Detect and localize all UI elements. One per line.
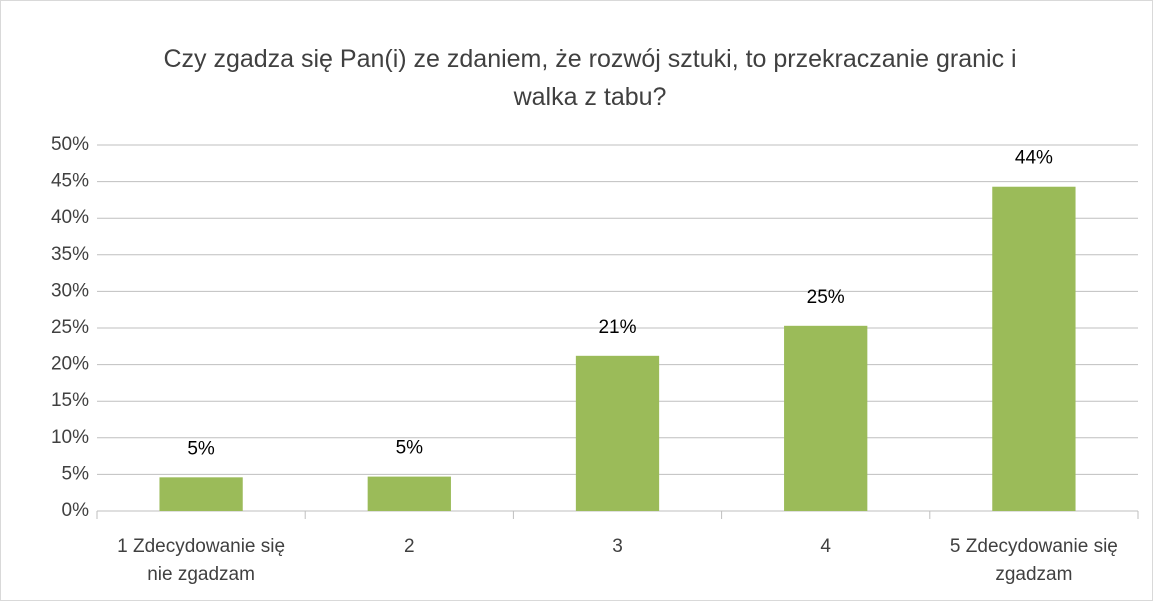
x-tick-label: 2	[404, 536, 415, 557]
data-label: 5%	[396, 438, 424, 459]
x-tick-label: 3	[612, 536, 623, 557]
y-tick-label: 40%	[51, 207, 89, 228]
bar	[992, 186, 1076, 511]
chart-title: Czy zgadza się Pan(i) ze zdaniem, że roz…	[163, 45, 1017, 111]
y-tick-label: 45%	[51, 171, 89, 192]
data-label: 44%	[1015, 148, 1053, 169]
bar	[784, 325, 868, 511]
bar	[367, 476, 451, 511]
x-tick-label: 4	[820, 536, 831, 557]
y-tick-label: 15%	[51, 390, 89, 411]
y-tick-label: 25%	[51, 317, 89, 338]
y-tick-label: 20%	[51, 354, 89, 375]
data-label: 25%	[807, 287, 845, 308]
y-tick-label: 35%	[51, 244, 89, 265]
x-tick-label: 5 Zdecydowanie się zgadzam	[949, 536, 1118, 585]
data-label: 21%	[598, 317, 636, 338]
bar	[159, 477, 243, 511]
data-label: 5%	[187, 438, 215, 459]
y-tick-label: 50%	[51, 134, 89, 155]
y-tick-label: 10%	[51, 427, 89, 448]
y-tick-label: 30%	[51, 280, 89, 301]
y-tick-label: 5%	[62, 463, 90, 484]
bar	[575, 355, 660, 511]
y-tick-label: 0%	[62, 500, 90, 521]
x-tick-label: 1 Zdecydowanie się nie zgadzam	[117, 536, 286, 585]
